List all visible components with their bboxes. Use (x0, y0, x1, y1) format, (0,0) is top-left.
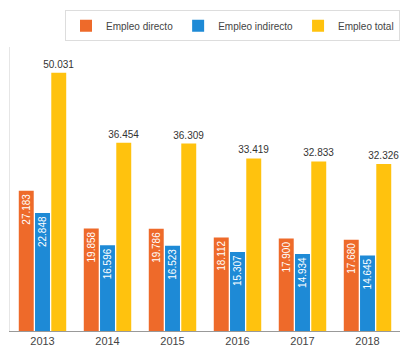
svg-text:Empleo directo: Empleo directo (106, 21, 173, 32)
svg-text:32.833: 32.833 (303, 147, 334, 158)
svg-text:50.031: 50.031 (43, 59, 74, 70)
svg-text:22.848: 22.848 (37, 216, 48, 247)
svg-text:17.900: 17.900 (281, 242, 292, 273)
svg-text:15.307: 15.307 (232, 255, 243, 286)
svg-text:19.786: 19.786 (151, 232, 162, 263)
svg-text:14.645: 14.645 (362, 258, 373, 289)
svg-text:14.934: 14.934 (297, 257, 308, 288)
svg-text:33.419: 33.419 (238, 144, 269, 155)
svg-text:36.309: 36.309 (173, 130, 204, 141)
svg-text:2015: 2015 (160, 335, 184, 347)
svg-text:32.326: 32.326 (368, 150, 399, 161)
svg-text:18.112: 18.112 (216, 240, 227, 270)
svg-text:36.454: 36.454 (108, 129, 139, 140)
svg-text:27.183: 27.183 (21, 194, 32, 225)
svg-text:2018: 2018 (355, 335, 379, 347)
svg-text:2017: 2017 (290, 335, 314, 347)
svg-text:Empleo total: Empleo total (338, 21, 394, 32)
svg-text:2014: 2014 (95, 335, 119, 347)
svg-text:Empleo indirecto: Empleo indirecto (218, 21, 293, 32)
svg-text:19.858: 19.858 (86, 231, 97, 262)
svg-text:16.523: 16.523 (167, 249, 178, 280)
svg-text:2016: 2016 (225, 335, 249, 347)
svg-text:17.680: 17.680 (346, 243, 357, 274)
svg-text:16.596: 16.596 (102, 248, 113, 279)
svg-text:2013: 2013 (30, 335, 54, 347)
